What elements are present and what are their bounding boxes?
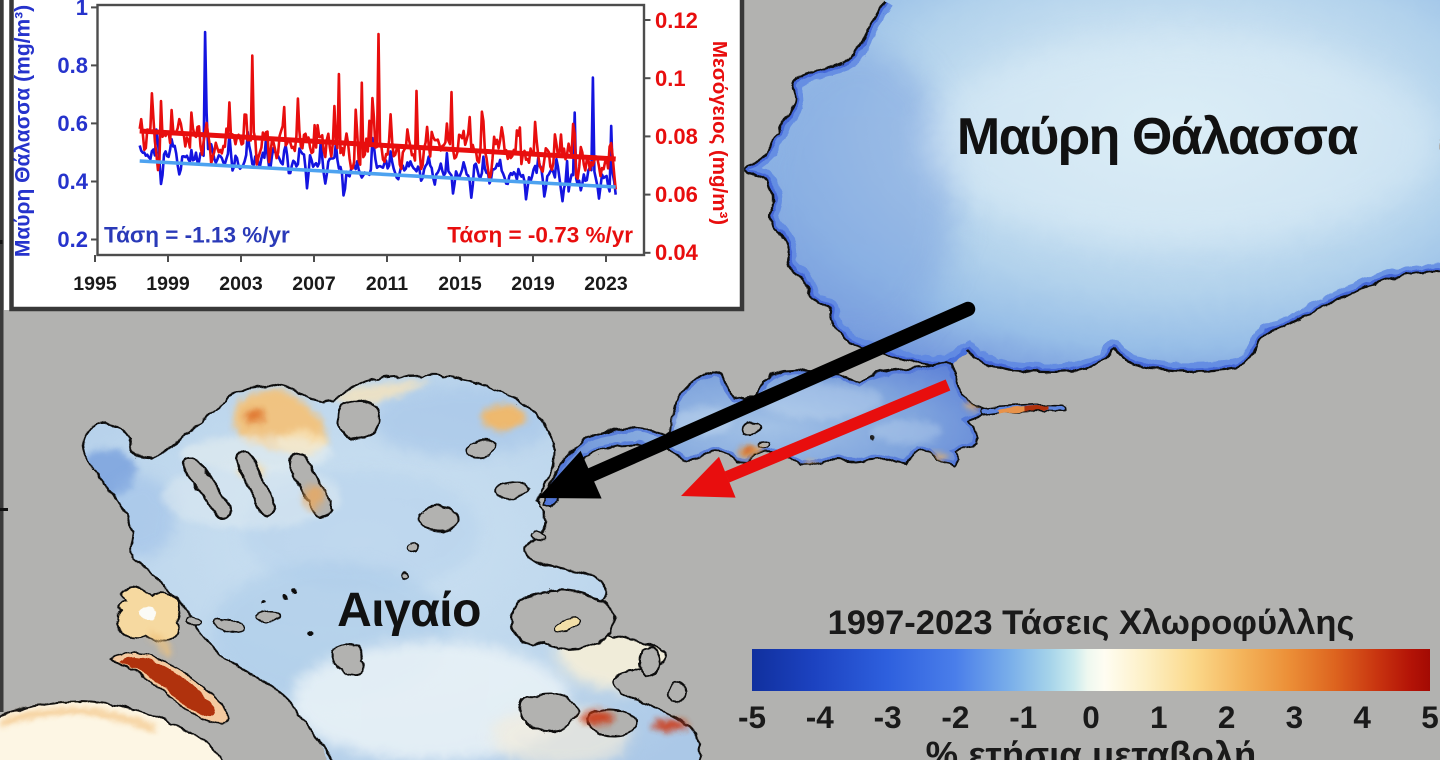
svg-text:2: 2 [1218, 699, 1236, 735]
svg-text:0.1: 0.1 [655, 66, 686, 91]
svg-text:2019: 2019 [511, 273, 555, 295]
svg-text:2003: 2003 [219, 273, 263, 295]
svg-text:4: 4 [1353, 699, 1371, 735]
svg-text:Αιγαίο: Αιγαίο [337, 584, 481, 637]
svg-text:2007: 2007 [292, 273, 335, 295]
svg-text:-4: -4 [806, 699, 834, 735]
svg-text:% ετήσια μεταβολή: % ετήσια μεταβολή [926, 734, 1257, 760]
svg-text:Τάση = -0.73 %/yr: Τάση = -0.73 %/yr [447, 223, 633, 248]
svg-text:1995: 1995 [73, 273, 117, 295]
svg-text:Μαύρη Θάλασσα (mg/m³): Μαύρη Θάλασσα (mg/m³) [12, 5, 35, 257]
svg-text:1: 1 [76, 0, 88, 20]
svg-text:0.6: 0.6 [57, 111, 88, 136]
svg-text:0.06: 0.06 [655, 182, 698, 207]
svg-text:Μαύρη Θάλασσα: Μαύρη Θάλασσα [957, 108, 1359, 166]
svg-text:-2: -2 [941, 699, 969, 735]
svg-text:-5: -5 [738, 699, 766, 735]
svg-text:0.04: 0.04 [655, 240, 699, 265]
svg-text:5: 5 [1421, 699, 1439, 735]
svg-text:2015: 2015 [438, 273, 482, 295]
svg-text:2023: 2023 [584, 273, 628, 295]
svg-text:0.8: 0.8 [57, 53, 88, 78]
svg-text:Τάση = -1.13 %/yr: Τάση = -1.13 %/yr [104, 223, 290, 248]
svg-text:1: 1 [1150, 699, 1168, 735]
svg-text:2011: 2011 [366, 273, 408, 295]
svg-text:0.08: 0.08 [655, 124, 698, 149]
svg-text:0.12: 0.12 [655, 8, 698, 33]
svg-text:0.4: 0.4 [57, 169, 88, 194]
svg-text:Μεσόγειος (mg/m³): Μεσόγειος (mg/m³) [708, 41, 731, 225]
svg-text:-1: -1 [1009, 699, 1037, 735]
svg-text:0.2: 0.2 [57, 227, 88, 252]
svg-text:1999: 1999 [146, 273, 190, 295]
svg-text:0: 0 [1082, 699, 1100, 735]
svg-text:1997-2023 Τάσεις Χλωροφύλλης: 1997-2023 Τάσεις Χλωροφύλλης [828, 604, 1355, 642]
svg-text:-3: -3 [874, 699, 902, 735]
svg-text:3: 3 [1286, 699, 1304, 735]
